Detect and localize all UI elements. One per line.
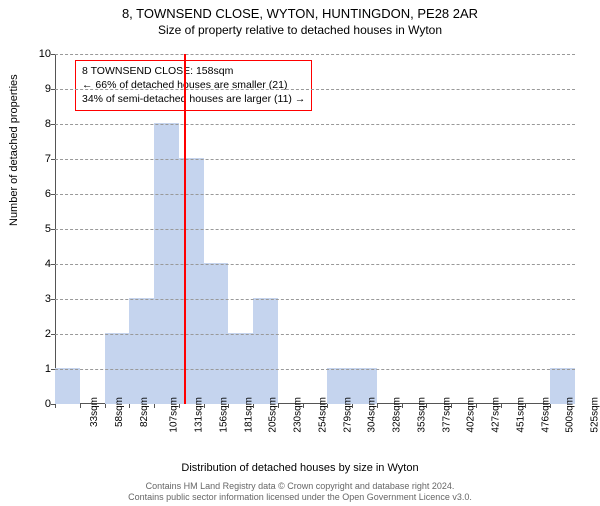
gridline — [55, 54, 575, 55]
y-tick-label: 9 — [27, 83, 51, 95]
x-tick-mark — [253, 404, 254, 408]
x-tick-mark — [501, 404, 502, 408]
x-tick-label: 205sqm — [268, 397, 279, 433]
x-tick-label: 230sqm — [293, 397, 304, 433]
y-tick-mark — [51, 334, 55, 335]
chart-title: 8, TOWNSEND CLOSE, WYTON, HUNTINGDON, PE… — [0, 6, 600, 21]
y-tick-mark — [51, 264, 55, 265]
y-tick-mark — [51, 229, 55, 230]
x-tick-label: 525sqm — [590, 397, 600, 433]
y-tick-label: 8 — [27, 118, 51, 130]
x-tick-mark — [228, 404, 229, 408]
y-tick-label: 2 — [27, 328, 51, 340]
x-axis-label: Distribution of detached houses by size … — [0, 462, 600, 474]
footer-line1: Contains HM Land Registry data © Crown c… — [0, 481, 600, 493]
y-tick-mark — [51, 159, 55, 160]
x-tick-label: 131sqm — [194, 397, 205, 433]
gridline — [55, 194, 575, 195]
y-tick-label: 6 — [27, 188, 51, 200]
x-tick-label: 107sqm — [169, 397, 180, 433]
x-tick-label: 427sqm — [491, 397, 502, 433]
x-tick-mark — [303, 404, 304, 408]
x-tick-mark — [55, 404, 56, 408]
marker-line — [184, 54, 186, 404]
x-tick-mark — [451, 404, 452, 408]
x-tick-label: 500sqm — [565, 397, 576, 433]
y-tick-label: 0 — [27, 398, 51, 410]
x-tick-label: 304sqm — [367, 397, 378, 433]
histogram-bar — [55, 368, 80, 404]
y-tick-mark — [51, 89, 55, 90]
x-tick-label: 33sqm — [89, 397, 100, 427]
x-tick-mark — [525, 404, 526, 408]
histogram-bar — [129, 298, 154, 404]
gridline — [55, 299, 575, 300]
y-tick-label: 3 — [27, 293, 51, 305]
infobox-line2: ← 66% of detached houses are smaller (21… — [82, 78, 305, 92]
x-tick-label: 451sqm — [516, 397, 527, 433]
x-tick-label: 328sqm — [392, 397, 403, 433]
info-box: 8 TOWNSEND CLOSE: 158sqm ← 66% of detach… — [75, 60, 312, 111]
gridline — [55, 334, 575, 335]
gridline — [55, 369, 575, 370]
x-tick-mark — [377, 404, 378, 408]
y-tick-label: 4 — [27, 258, 51, 270]
gridline — [55, 159, 575, 160]
y-tick-label: 5 — [27, 223, 51, 235]
x-tick-mark — [154, 404, 155, 408]
y-tick-mark — [51, 124, 55, 125]
x-tick-mark — [129, 404, 130, 408]
y-tick-label: 10 — [27, 48, 51, 60]
x-tick-label: 279sqm — [342, 397, 353, 433]
footer-line2: Contains public sector information licen… — [0, 492, 600, 504]
y-tick-label: 7 — [27, 153, 51, 165]
x-tick-label: 377sqm — [441, 397, 452, 433]
gridline — [55, 89, 575, 90]
y-tick-mark — [51, 299, 55, 300]
x-tick-mark — [352, 404, 353, 408]
x-tick-mark — [179, 404, 180, 408]
gridline — [55, 229, 575, 230]
infobox-line1: 8 TOWNSEND CLOSE: 158sqm — [82, 64, 305, 78]
y-tick-mark — [51, 369, 55, 370]
chart-subtitle: Size of property relative to detached ho… — [0, 23, 600, 37]
histogram-bar — [253, 298, 278, 404]
x-tick-mark — [80, 404, 81, 408]
x-tick-label: 181sqm — [243, 397, 254, 433]
x-tick-mark — [402, 404, 403, 408]
gridline — [55, 124, 575, 125]
x-tick-mark — [278, 404, 279, 408]
x-tick-mark — [105, 404, 106, 408]
x-tick-label: 353sqm — [416, 397, 427, 433]
footer: Contains HM Land Registry data © Crown c… — [0, 481, 600, 504]
y-tick-mark — [51, 194, 55, 195]
plot-area: 8 TOWNSEND CLOSE: 158sqm ← 66% of detach… — [55, 54, 575, 404]
x-tick-label: 476sqm — [540, 397, 551, 433]
x-tick-mark — [550, 404, 551, 408]
infobox-line3: 34% of semi-detached houses are larger (… — [82, 92, 305, 106]
x-tick-label: 156sqm — [218, 397, 229, 433]
y-tick-mark — [51, 54, 55, 55]
x-tick-label: 402sqm — [466, 397, 477, 433]
chart-container: 8, TOWNSEND CLOSE, WYTON, HUNTINGDON, PE… — [0, 6, 600, 506]
gridline — [55, 264, 575, 265]
x-tick-mark — [426, 404, 427, 408]
y-axis-label: Number of detached properties — [8, 74, 20, 226]
x-tick-label: 58sqm — [114, 397, 125, 427]
x-tick-mark — [476, 404, 477, 408]
x-tick-label: 82sqm — [139, 397, 150, 427]
y-tick-label: 1 — [27, 363, 51, 375]
x-tick-mark — [204, 404, 205, 408]
x-tick-label: 254sqm — [317, 397, 328, 433]
x-tick-mark — [327, 404, 328, 408]
